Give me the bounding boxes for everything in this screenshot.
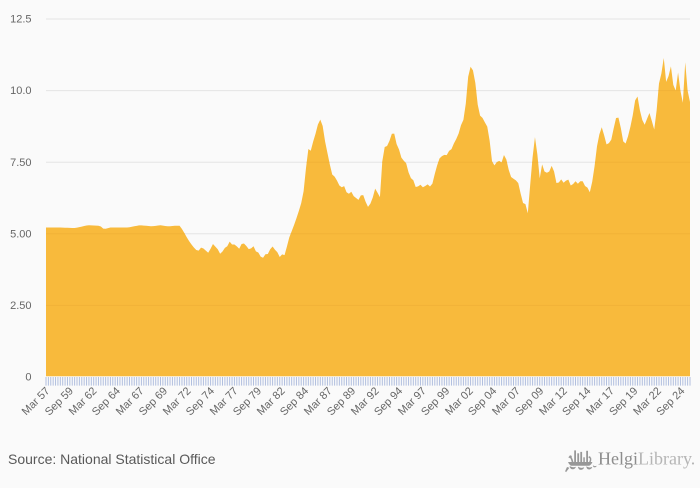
- svg-text:10.0: 10.0: [10, 85, 31, 97]
- svg-text:7.50: 7.50: [10, 157, 31, 169]
- svg-text:0: 0: [25, 372, 31, 384]
- svg-text:2.50: 2.50: [10, 300, 31, 312]
- svg-text:Source: National Statistical O: Source: National Statistical Office: [8, 451, 216, 467]
- svg-text:12.5: 12.5: [10, 14, 31, 26]
- svg-text:HelgiLibrary.: HelgiLibrary.: [598, 449, 695, 469]
- svg-text:5.00: 5.00: [10, 228, 31, 240]
